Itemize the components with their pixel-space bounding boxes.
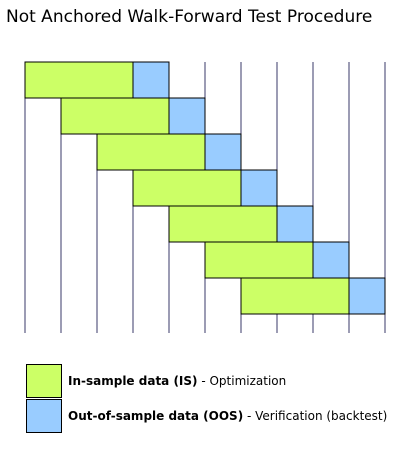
out-of-sample-swatch	[26, 399, 62, 433]
out-of-sample-desc: - Verification (backtest)	[243, 409, 388, 423]
out-of-sample-bar	[348, 277, 386, 315]
in-sample-bar	[240, 277, 350, 315]
in-sample-bar	[204, 241, 314, 279]
window-bars	[24, 61, 386, 315]
out-of-sample-bar	[132, 61, 170, 99]
in-sample-label: In-sample data (IS)	[68, 374, 198, 388]
in-sample-bar	[132, 169, 242, 207]
legend-in-sample: In-sample data (IS) - Optimization	[26, 364, 396, 400]
out-of-sample-bar	[168, 97, 206, 135]
walk-forward-chart: 1998199920002001200220032004200520062007…	[24, 61, 386, 333]
in-sample-bar	[96, 133, 206, 171]
out-of-sample-bar	[276, 205, 314, 243]
out-of-sample-bar	[240, 169, 278, 207]
in-sample-swatch	[26, 364, 62, 398]
out-of-sample-label: Out-of-sample data (OOS)	[68, 409, 244, 423]
in-sample-desc: - Optimization	[197, 374, 287, 388]
in-sample-bar	[168, 205, 278, 243]
in-sample-bar	[24, 61, 134, 99]
legend-out-of-sample: Out-of-sample data (OOS) - Verification …	[26, 399, 396, 435]
in-sample-bar	[60, 97, 170, 135]
chart-title: Not Anchored Walk-Forward Test Procedure	[6, 7, 373, 27]
out-of-sample-bar	[312, 241, 350, 279]
out-of-sample-bar	[204, 133, 242, 171]
